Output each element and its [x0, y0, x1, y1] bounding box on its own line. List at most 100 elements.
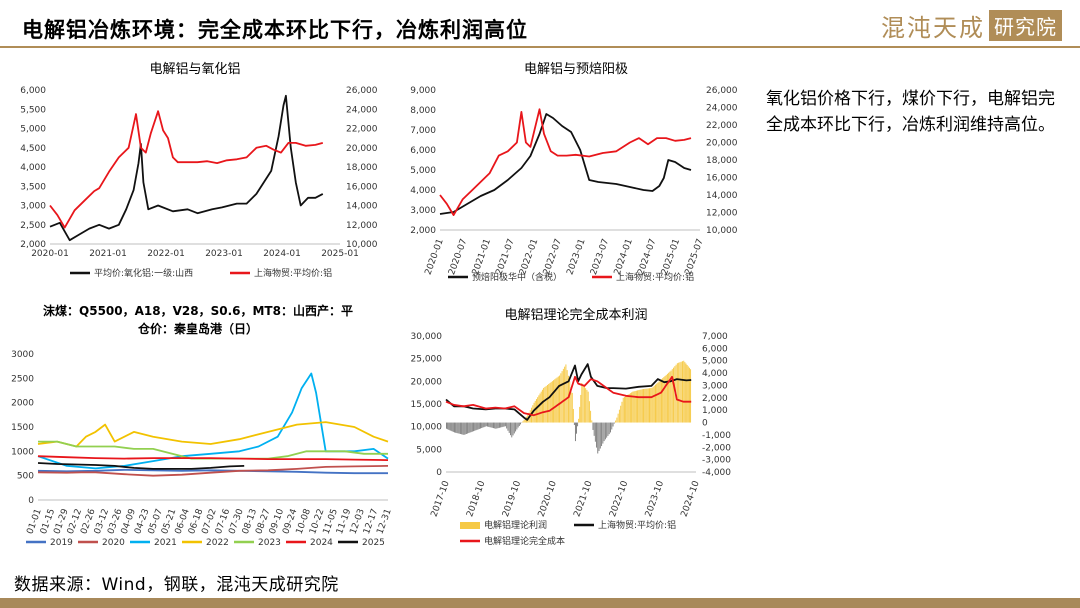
- y-tick-left: 10,000: [411, 423, 443, 433]
- profit-bar: [594, 422, 596, 442]
- profit-bar: [583, 386, 585, 423]
- y-tick-left: 9,000: [410, 86, 436, 96]
- profit-bar: [656, 383, 658, 423]
- profit-bar: [631, 392, 633, 423]
- y-tick-right: 26,000: [346, 86, 378, 96]
- profit-bar: [599, 422, 601, 449]
- profit-bar: [508, 422, 510, 433]
- profit-bar: [467, 422, 469, 434]
- profit-bar: [470, 422, 472, 433]
- y-tick-left: 3000: [11, 350, 34, 360]
- profit-bar: [612, 422, 614, 427]
- profit-bar: [487, 422, 488, 427]
- profit-bar: [572, 408, 574, 423]
- y-tick-left: 3,000: [20, 202, 46, 212]
- profit-bar: [637, 390, 639, 423]
- profit-bar: [690, 369, 692, 423]
- chart-svg: 9,000 8,000 7,000 6,000 5,000 4,000 3,000 2,000…: [410, 86, 738, 283]
- y-tick-left: 20,000: [411, 377, 443, 387]
- profit-bar: [535, 399, 537, 423]
- profit-bar: [688, 367, 690, 423]
- profit-bar: [515, 422, 517, 432]
- commentary-text: 氧化铝价格下行，煤价下行，电解铝完全成本环比下行，冶炼利润维持高位。: [766, 89, 1055, 135]
- profit-bar: [598, 422, 600, 451]
- profit-bar: [565, 364, 567, 423]
- x-tick: 2023-01: [205, 249, 243, 259]
- x-tick: 2024-01: [263, 249, 301, 259]
- footer-bar: [0, 598, 1080, 608]
- chart-title: 电解铝与预焙阳极: [523, 62, 628, 77]
- y-tick-left: 4,500: [20, 144, 46, 154]
- chart-thermal-coal: 沫煤：Q5500，A18，V28，S0.6，MT8：山西产：平仓价：秦皇岛港（日…: [0, 302, 396, 556]
- profit-bar: [539, 393, 541, 423]
- profit-bar: [623, 397, 625, 423]
- y-tick-left: 0: [436, 468, 442, 478]
- profit-bar: [564, 366, 566, 423]
- chart-smelting-profit: 电解铝理论完全成本利润 30,000 25,000 20,000 15,000 10,0…: [396, 302, 756, 556]
- profit-bar: [641, 389, 643, 423]
- profit-bar: [464, 422, 466, 435]
- profit-bar: [587, 391, 589, 423]
- profit-bar: [511, 422, 513, 438]
- profit-bar: [627, 394, 629, 423]
- legend-label: 2023: [258, 538, 281, 548]
- profit-bar: [498, 422, 500, 428]
- profit-bar: [560, 373, 562, 423]
- profit-bar: [537, 397, 539, 423]
- profit-bar: [468, 422, 470, 434]
- x-tick: 2024-07: [636, 238, 658, 277]
- y-tick-left: 5,000: [410, 166, 436, 176]
- profit-bar: [650, 388, 652, 423]
- profit-bar: [618, 409, 620, 423]
- profit-bar: [559, 375, 561, 423]
- profit-bar: [496, 422, 498, 429]
- y-tick-right: 22,000: [346, 125, 378, 135]
- profit-bar: [596, 422, 598, 448]
- y-tick-left: 4,000: [410, 186, 436, 196]
- profit-bar: [685, 363, 687, 423]
- profit-bar: [554, 379, 556, 423]
- profit-bar: [566, 370, 568, 423]
- y-tick-left: 30,000: [411, 332, 443, 342]
- profit-bar: [602, 422, 604, 444]
- chart-title: 电解铝与氧化铝: [149, 62, 241, 77]
- legend-label: 上海物贸:平均价:铝: [254, 267, 332, 279]
- profit-bar: [607, 422, 609, 436]
- profit-bar: [657, 382, 659, 423]
- series-line-1: [439, 108, 692, 216]
- profit-bar: [462, 422, 464, 435]
- profit-bar: [647, 388, 649, 423]
- profit-bar: [456, 422, 458, 434]
- legend-swatch: [460, 522, 480, 529]
- x-tick: 2018-10: [465, 479, 487, 518]
- profit-bar: [591, 420, 593, 423]
- profit-bar: [540, 391, 542, 423]
- profit-bar: [561, 371, 563, 423]
- profit-bar: [541, 389, 543, 423]
- y-tick-right: 20,000: [706, 139, 738, 149]
- profit-bar: [488, 422, 490, 427]
- profit-bar: [551, 381, 553, 423]
- y-tick-right: 12,000: [706, 209, 738, 219]
- legend-label: 上海物贸:平均价:铝: [616, 271, 694, 283]
- x-tick: 2020-01: [424, 238, 446, 277]
- profit-bar: [489, 422, 491, 428]
- y-tick-left: 0: [28, 496, 34, 506]
- profit-bar: [506, 422, 508, 429]
- profit-bar: [449, 422, 451, 431]
- y-tick-left: 1000: [11, 447, 34, 457]
- profit-bar: [678, 362, 680, 423]
- profit-bar: [461, 422, 463, 435]
- profit-bar: [581, 382, 583, 423]
- profit-bar: [640, 389, 642, 423]
- profit-bar: [556, 377, 558, 423]
- series-line-1: [49, 110, 324, 229]
- profit-bar: [686, 364, 688, 423]
- series-line-0: [37, 468, 388, 475]
- profit-bar: [459, 422, 461, 434]
- x-tick: 2024-01: [613, 238, 635, 277]
- y-tick-left: 2000: [11, 399, 34, 409]
- y-tick-left: 2,000: [20, 240, 46, 250]
- y-tick-right: -4,000: [702, 468, 731, 478]
- x-tick: 2021-01: [89, 249, 127, 259]
